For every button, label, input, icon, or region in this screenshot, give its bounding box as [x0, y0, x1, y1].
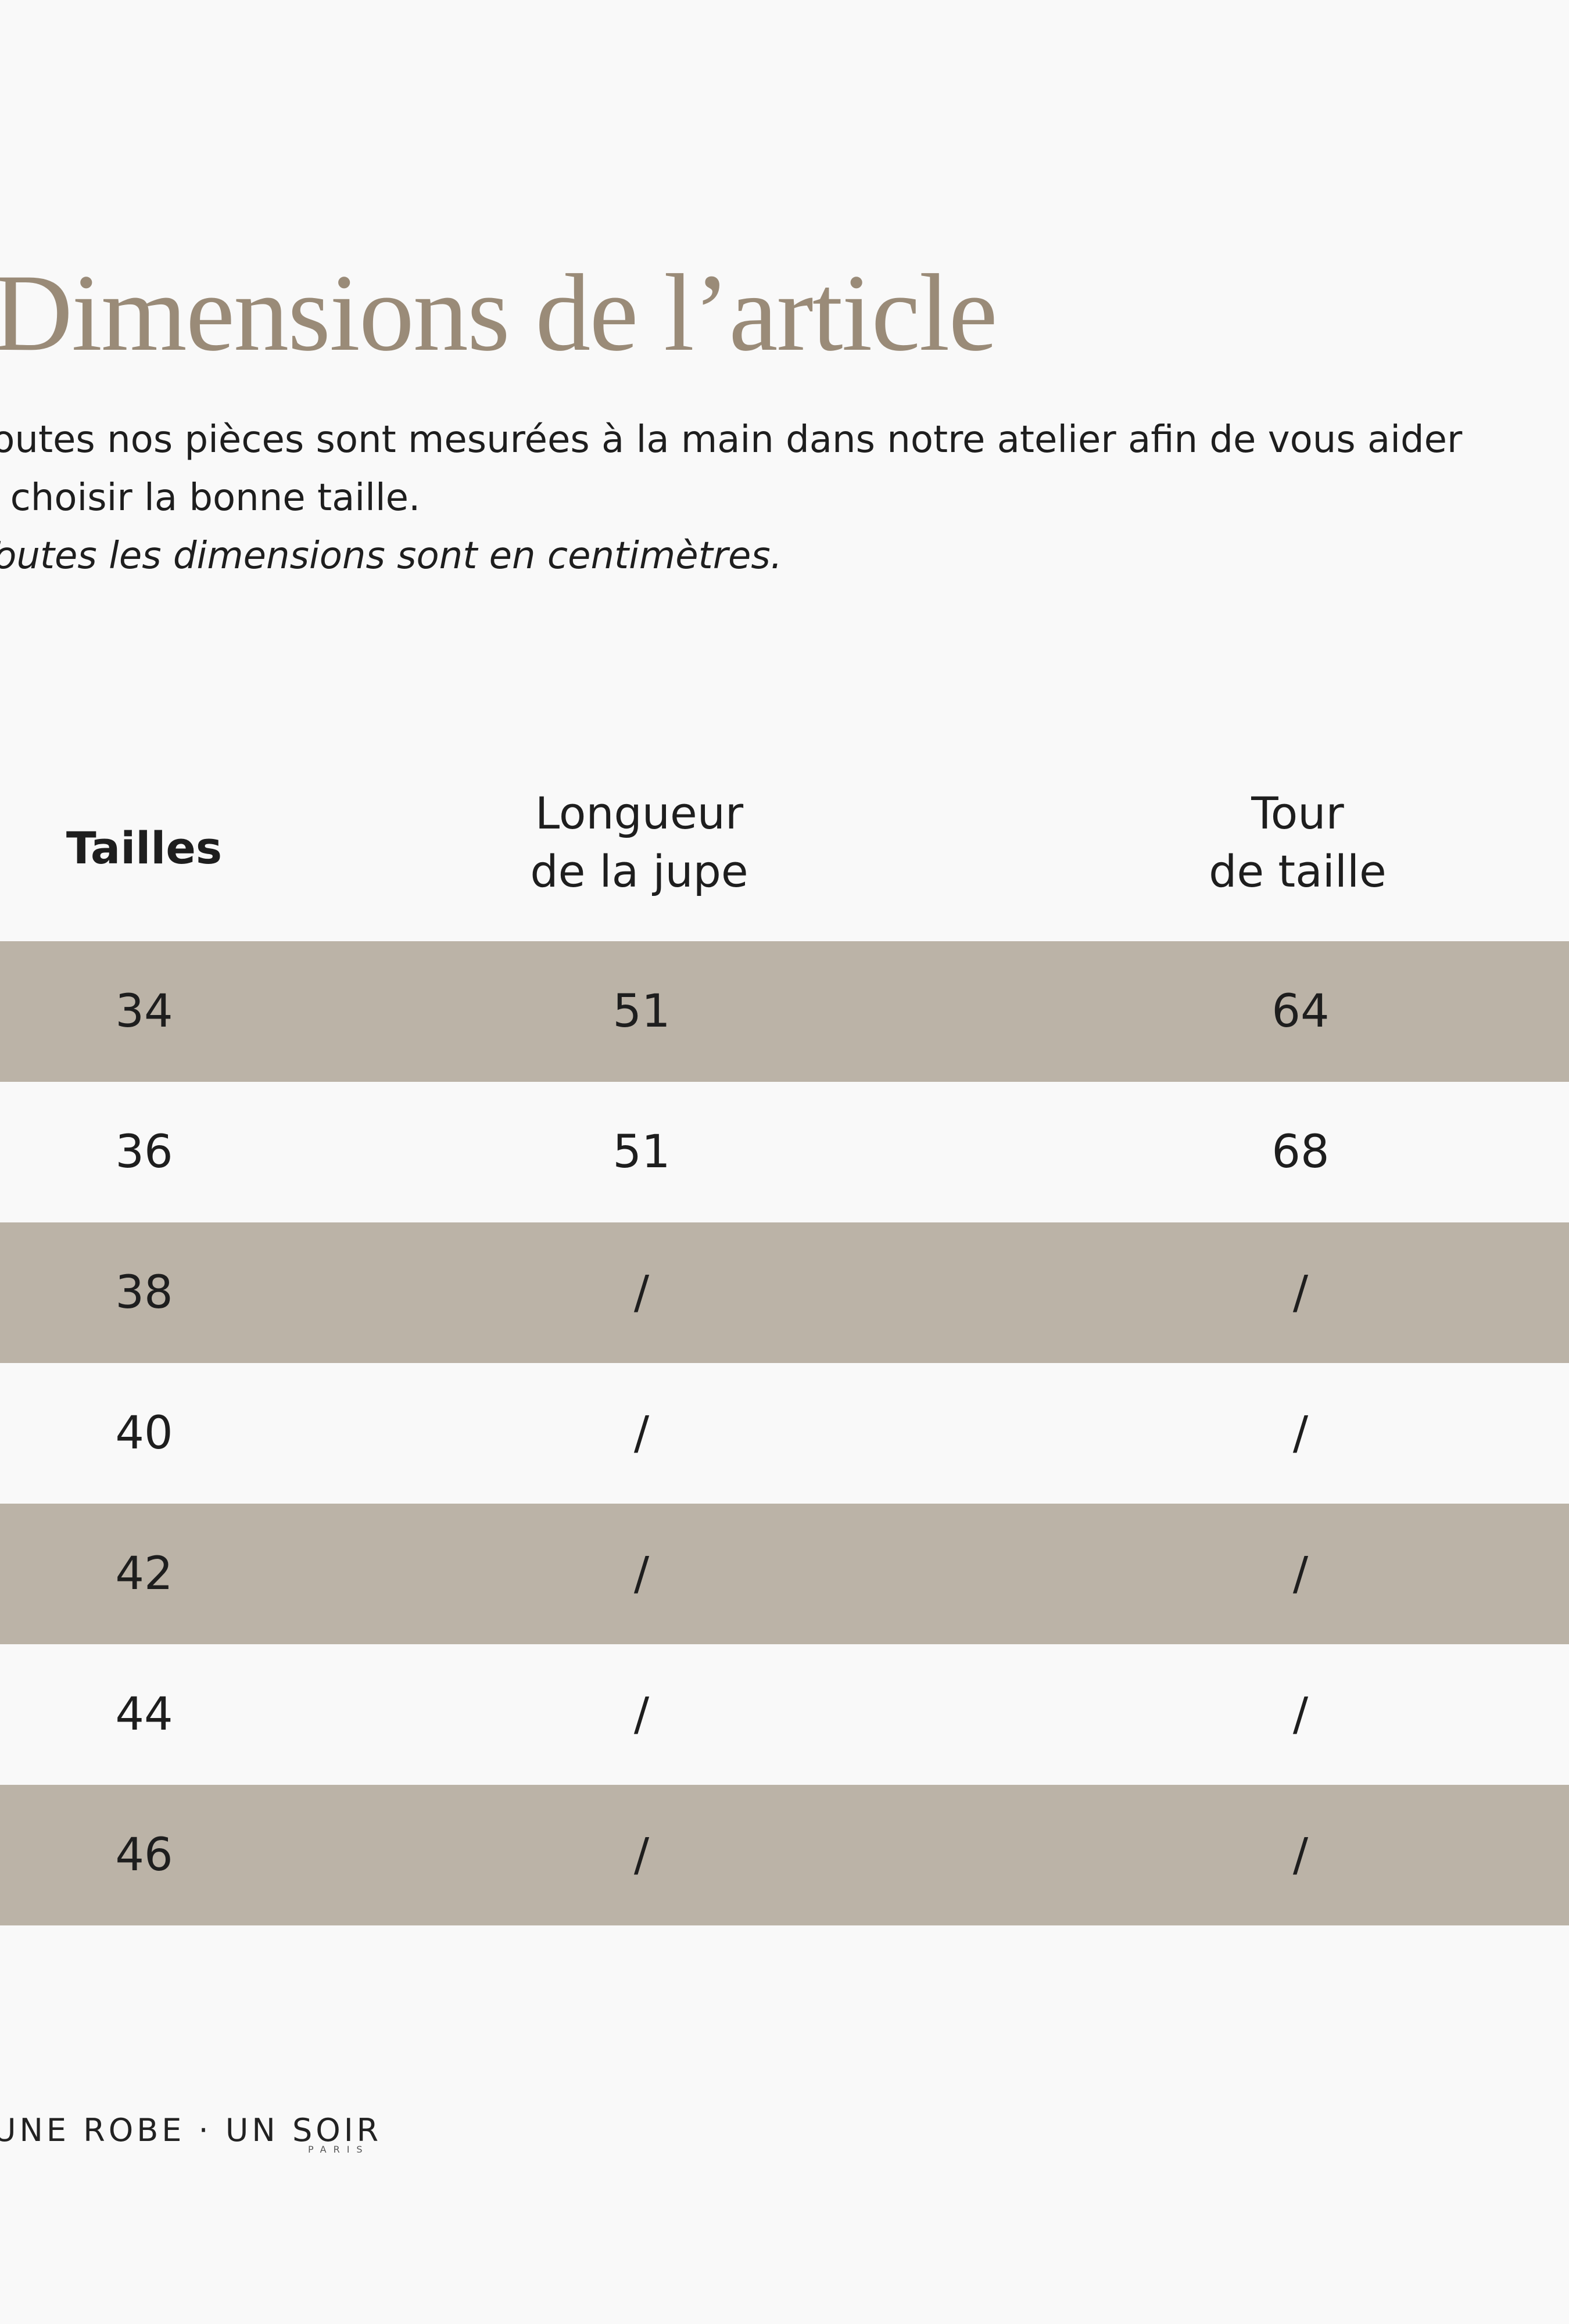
- table-cell: /: [1292, 1267, 1309, 1319]
- table-cell: 46: [115, 1829, 173, 1881]
- table-row: 44 / /: [0, 1644, 1569, 1785]
- table-cell: 68: [1271, 1126, 1330, 1178]
- table-cell: /: [1292, 1829, 1309, 1881]
- table-cell: /: [633, 1548, 650, 1600]
- table-cell: 42: [115, 1548, 173, 1600]
- table-cell: /: [633, 1407, 650, 1459]
- table-cell: 36: [115, 1126, 173, 1178]
- table-row: 36 51 68: [0, 1082, 1569, 1222]
- column-header: Tour de taille: [1209, 787, 1387, 897]
- column-header: Tailles: [66, 822, 223, 874]
- title: Dimensions de l’article: [0, 252, 998, 374]
- table-cell: 51: [612, 985, 671, 1038]
- intro-line: à choisir la bonne taille.: [0, 476, 421, 519]
- table-cell: /: [633, 1267, 650, 1319]
- table-cell: /: [1292, 1548, 1309, 1600]
- table-cell: 44: [115, 1688, 173, 1741]
- table-cell: 38: [115, 1267, 173, 1319]
- table-cell: /: [633, 1688, 650, 1741]
- column-header: Longueur de la jupe: [530, 787, 748, 897]
- note: Toutes les dimensions sont en centimètre…: [0, 535, 783, 578]
- table-row: 42 / /: [0, 1504, 1569, 1644]
- table-cell: /: [633, 1829, 650, 1881]
- table-cell: 51: [612, 1126, 671, 1178]
- table-cell: 34: [115, 985, 173, 1038]
- table-cell: /: [1292, 1407, 1309, 1459]
- table-cell: 64: [1271, 985, 1330, 1038]
- intro-line: Toutes nos pièces sont mesurées à la mai…: [0, 418, 1463, 461]
- table-row: 46 / /: [0, 1785, 1569, 1925]
- table-row: 38 / /: [0, 1222, 1569, 1363]
- brand-city: PARIS: [308, 2144, 370, 2155]
- table-cell: 40: [115, 1407, 173, 1459]
- brand-logo: UNE ROBE · UN SOIR: [0, 2112, 382, 2149]
- table-row: 34 51 64: [0, 941, 1569, 1082]
- table-cell: /: [1292, 1688, 1309, 1741]
- table-row: 40 / /: [0, 1363, 1569, 1504]
